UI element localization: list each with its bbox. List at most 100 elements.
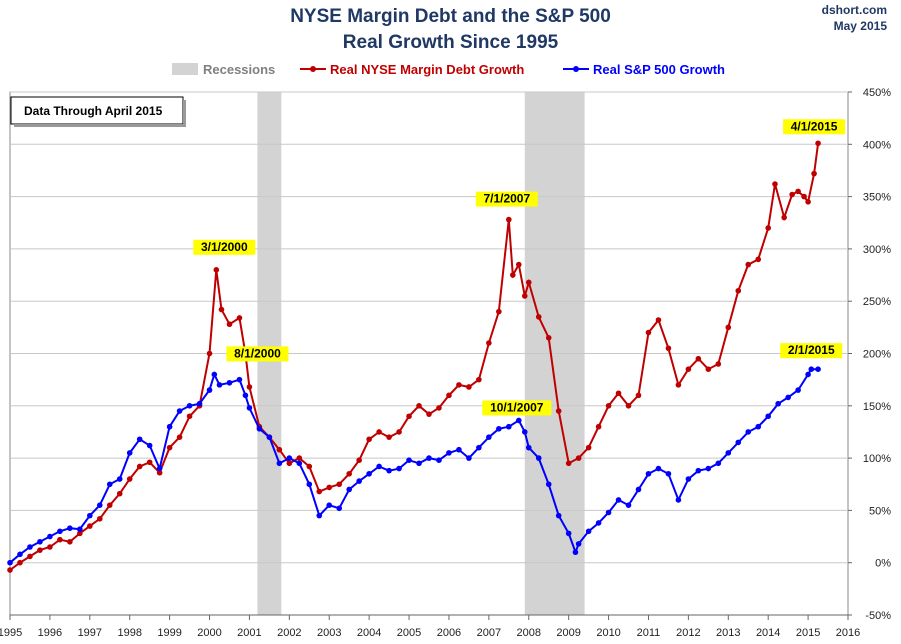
annotation-bg-1 (226, 346, 289, 362)
margin-debt-point-23 (226, 321, 233, 328)
margin-debt-point-53 (510, 272, 516, 278)
margin-debt-point-46 (446, 392, 452, 399)
annotation-2: 7/1/2007 (475, 191, 538, 207)
sp500-point-57 (545, 481, 552, 488)
sp500-point-71 (675, 497, 682, 503)
sp500-point-60 (572, 549, 579, 556)
sp500-point-25 (242, 392, 249, 399)
sp500-point-8 (87, 512, 93, 519)
margin-debt-point-81 (772, 181, 778, 187)
margin-debt-point-8 (87, 523, 93, 529)
sp500-point-40 (386, 467, 392, 474)
legend-sp500-marker (573, 66, 579, 72)
margin-debt-point-34 (326, 484, 333, 491)
chart-title-line-1: NYSE Margin Debt and the S&P 500 (290, 6, 611, 27)
sp500-point-50 (486, 434, 492, 440)
margin-debt-point-51 (496, 308, 502, 315)
x-tick-label-1: 1996 (38, 627, 62, 639)
margin-debt-point-88 (815, 140, 821, 147)
annotation-label-4: 4/1/2015 (791, 119, 838, 133)
sp500-point-26 (246, 405, 253, 411)
sp500-point-51 (496, 426, 502, 432)
margin-debt-point-61 (575, 455, 582, 461)
margin-debt-point-48 (466, 384, 472, 390)
sp500-point-76 (725, 450, 732, 456)
series-sp500 (7, 366, 821, 566)
note-box-shadow-right (183, 100, 186, 127)
sp500-point-64 (605, 509, 612, 516)
sp500-point-49 (476, 444, 482, 451)
margin-debt-point-30 (286, 460, 293, 467)
sp500-point-59 (565, 530, 572, 537)
x-tick-label-3: 1998 (117, 627, 141, 639)
y-tick-label-5: 200% (863, 349, 891, 361)
sp500-point-65 (615, 497, 622, 503)
margin-debt-point-42 (406, 413, 412, 420)
margin-debt-point-36 (346, 470, 352, 477)
sp500-point-19 (196, 400, 203, 407)
margin-debt-point-83 (789, 191, 795, 198)
margin-debt-point-24 (236, 315, 243, 321)
margin-debt-point-74 (705, 366, 712, 372)
note-box: Data Through April 2015 (10, 96, 186, 127)
annotation-label-3: 10/1/2007 (490, 400, 544, 414)
margin-debt-point-75 (715, 361, 722, 367)
margin-debt-point-76 (725, 324, 732, 331)
margin-debt-point-0 (7, 567, 13, 573)
sp500-point-5 (57, 528, 63, 535)
source-block: dshort.com May 2015 (822, 2, 887, 34)
sp500-point-6 (67, 525, 73, 531)
x-tick-label-9: 2004 (357, 627, 381, 639)
margin-debt-point-54 (515, 261, 522, 268)
margin-debt-point-17 (176, 434, 183, 440)
y-tick-label-4: 150% (863, 401, 891, 413)
margin-debt-point-66 (625, 403, 632, 409)
annotation-bg-5 (780, 343, 843, 359)
sp500-point-30 (286, 455, 293, 461)
x-tick-label-2: 1997 (78, 627, 102, 639)
sp500-point-31 (296, 460, 303, 467)
margin-debt-point-86 (805, 199, 811, 205)
margin-debt-point-35 (336, 481, 343, 488)
sp500-point-38 (366, 470, 372, 477)
note-box-frame (10, 96, 184, 125)
margin-debt-point-45 (436, 405, 442, 411)
margin-debt-point-6 (67, 538, 73, 545)
margin-debt-point-4 (47, 544, 53, 550)
margin-debt-point-55 (521, 293, 528, 299)
margin-debt-point-32 (306, 463, 313, 470)
margin-debt-point-39 (376, 429, 382, 435)
margin-debt-point-70 (665, 345, 672, 352)
margin-debt-point-21 (213, 267, 220, 273)
source-date: May 2015 (833, 19, 887, 33)
margin-debt-point-59 (555, 408, 562, 414)
sp500-point-23 (226, 379, 233, 386)
margin-debt-point-37 (356, 457, 362, 463)
x-tick-label-18: 2013 (716, 627, 740, 639)
series-layer (7, 140, 821, 573)
margin-debt-point-5 (57, 536, 63, 543)
sp500-point-16 (166, 423, 173, 430)
sp500-point-1 (17, 551, 23, 558)
margin-debt-point-9 (96, 515, 103, 522)
margin-debt-point-47 (456, 382, 462, 388)
sp500-point-14 (146, 442, 153, 449)
sp500-point-73 (695, 467, 702, 474)
sp500-point-34 (326, 502, 333, 508)
sp500-point-79 (755, 423, 762, 430)
sp500-point-22 (216, 382, 223, 388)
sp500-point-81 (775, 400, 781, 407)
margin-debt-point-58 (545, 335, 552, 341)
x-tick-label-19: 2014 (756, 627, 780, 639)
sp500-point-35 (336, 505, 343, 512)
x-tick-label-0: 1995 (0, 627, 22, 639)
annotation-bg-3 (482, 400, 552, 416)
x-tick-label-4: 1999 (157, 627, 181, 639)
annotation-bg-2 (475, 191, 538, 207)
sp500-point-17 (176, 408, 183, 414)
margin-debt-point-43 (416, 403, 422, 409)
y-tick-label-9: 400% (863, 139, 891, 151)
sp500-point-9 (96, 502, 103, 508)
x-tick-label-11: 2006 (437, 627, 461, 639)
x-tick-label-5: 2000 (197, 627, 221, 639)
